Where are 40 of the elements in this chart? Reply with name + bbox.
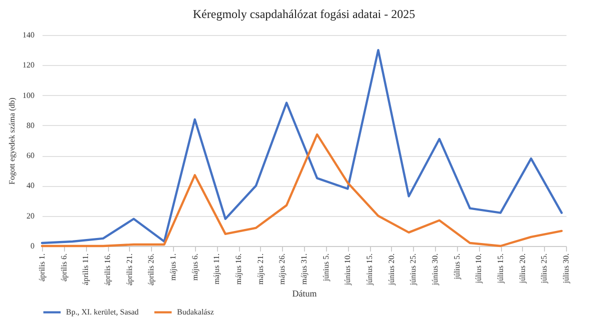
y-tick-label: 140	[22, 30, 34, 40]
x-tick-label: július 30.	[562, 254, 570, 284]
line-series	[40, 48, 563, 244]
x-tick-label: május 11.	[212, 254, 222, 284]
x-axis-title: Dátum	[292, 288, 317, 298]
x-tick-label: július 15.	[496, 254, 505, 284]
x-tick-label: június 15.	[365, 254, 374, 286]
x-tick-label: július 10.	[474, 254, 484, 284]
y-tick-label: 40	[26, 181, 34, 190]
x-tick-label: május 1.	[168, 254, 178, 281]
x-tick-label: május 6.	[190, 254, 200, 281]
y-tick-label: 120	[22, 60, 34, 70]
line-series	[40, 133, 563, 248]
x-tick-label: június 5.	[321, 254, 330, 282]
x-tick-label: április 6.	[59, 254, 68, 282]
x-tick-label: július 25.	[540, 254, 549, 284]
legend-label: Budakalász	[177, 307, 214, 316]
y-tick-label: 100	[22, 90, 34, 100]
x-tick-label: június 10.	[343, 254, 352, 286]
x-tick-label: május 21.	[256, 254, 265, 285]
y-axis-title: Fogott egyedek száma (db)	[8, 97, 16, 184]
chart-title: Kéregmoly csapdahálózat fogási adatai - 2025	[192, 7, 416, 21]
x-tick-label: június 20.	[386, 254, 396, 286]
x-tick-label: május 16.	[234, 254, 243, 285]
x-tick-label: május 31.	[300, 254, 308, 285]
y-tick-label: 80	[26, 120, 34, 130]
x-tick-label: április 11.	[81, 254, 90, 286]
y-tick-label: 60	[26, 151, 34, 160]
x-tick-label: július 20.	[518, 254, 527, 284]
x-tick-label: április 1.	[38, 254, 46, 282]
y-tick-label: 20	[26, 211, 34, 220]
x-tick-label: június 30.	[430, 254, 440, 286]
x-tick-label: április 16.	[103, 254, 112, 286]
legend-label: Bp., XI. kerület, Sasad	[66, 307, 139, 316]
x-tick-label: április 21.	[124, 254, 134, 286]
x-tick-label: július 5.	[452, 254, 462, 280]
x-tick-label: május 26.	[278, 254, 287, 285]
y-tick-label: 0	[30, 242, 34, 250]
x-tick-label: június 25.	[408, 254, 418, 286]
x-tick-label: április 26.	[146, 254, 156, 286]
